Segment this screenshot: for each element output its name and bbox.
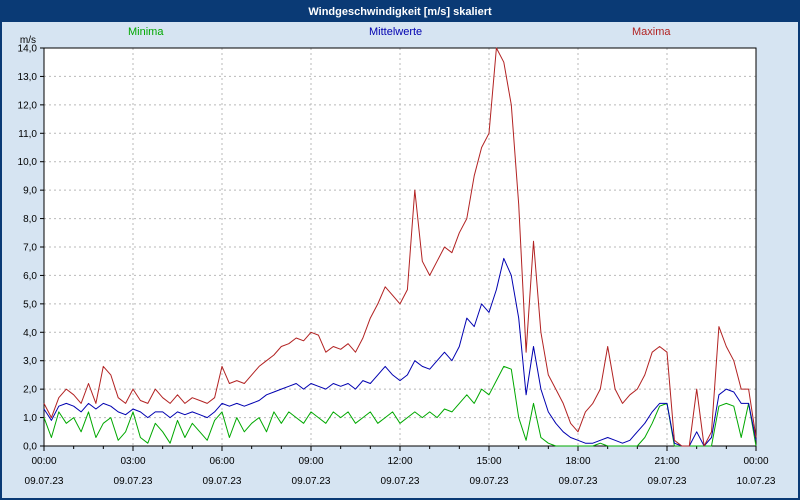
- svg-text:09.07.23: 09.07.23: [559, 476, 598, 487]
- y-axis-unit-label: m/s: [20, 35, 36, 46]
- svg-text:0,0: 0,0: [23, 442, 37, 453]
- svg-text:12,0: 12,0: [18, 100, 38, 111]
- svg-text:09.07.23: 09.07.23: [203, 476, 242, 487]
- svg-text:18:00: 18:00: [565, 456, 590, 467]
- svg-text:03:00: 03:00: [120, 456, 145, 467]
- axis-ticks: [40, 47, 757, 451]
- svg-text:4,0: 4,0: [23, 328, 37, 339]
- legend-item-mittelwerte: Mittelwerte: [369, 26, 423, 38]
- svg-text:09.07.23: 09.07.23: [114, 476, 153, 487]
- svg-text:09.07.23: 09.07.23: [470, 476, 509, 487]
- svg-text:12:00: 12:00: [387, 456, 412, 467]
- svg-text:10.07.23: 10.07.23: [737, 476, 776, 487]
- svg-text:15:00: 15:00: [476, 456, 501, 467]
- legend-item-minima: Minima: [128, 26, 164, 38]
- chart-title: Windgeschwindigkeit [m/s] skaliert: [308, 6, 492, 18]
- svg-text:1,0: 1,0: [23, 413, 37, 424]
- svg-text:00:00: 00:00: [743, 456, 768, 467]
- svg-text:2,0: 2,0: [23, 385, 37, 396]
- svg-text:10,0: 10,0: [18, 157, 38, 168]
- series-line-mittelwerte: [43, 257, 757, 447]
- svg-text:09.07.23: 09.07.23: [648, 476, 687, 487]
- svg-text:14,0: 14,0: [18, 44, 38, 55]
- series-line-maxima: [43, 47, 757, 447]
- svg-text:06:00: 06:00: [209, 456, 234, 467]
- legend-item-maxima: Maxima: [632, 26, 671, 38]
- svg-text:09.07.23: 09.07.23: [381, 476, 420, 487]
- title-bar: Windgeschwindigkeit [m/s] skaliert: [2, 2, 798, 22]
- svg-text:09.07.23: 09.07.23: [292, 476, 331, 487]
- svg-text:13,0: 13,0: [18, 72, 38, 83]
- svg-text:00:00: 00:00: [31, 456, 56, 467]
- x-axis-date-labels: 09.07.23 09.07.23 09.07.23 09.07.23 09.07.23…: [25, 476, 776, 487]
- series-line-minima: [43, 365, 757, 447]
- y-axis-labels: 0,0 1,0 2,0 3,0 4,0 5,0 6,0 7,0 8,0 9,0 10,0 11,0 12…: [18, 44, 38, 453]
- svg-text:21:00: 21:00: [654, 456, 679, 467]
- svg-text:8,0: 8,0: [23, 214, 37, 225]
- chart-legend: Minima Mittelwerte Maxima: [2, 24, 798, 42]
- svg-text:9,0: 9,0: [23, 186, 37, 197]
- svg-text:6,0: 6,0: [23, 271, 37, 282]
- svg-text:3,0: 3,0: [23, 356, 37, 367]
- svg-text:5,0: 5,0: [23, 299, 37, 310]
- svg-text:11,0: 11,0: [18, 129, 37, 140]
- svg-text:09:00: 09:00: [298, 456, 323, 467]
- svg-text:09.07.23: 09.07.23: [25, 476, 64, 487]
- svg-text:7,0: 7,0: [23, 243, 37, 254]
- x-axis-labels: 00:00 03:00 06:00 09:00 12:00 15:00 18:00 21:00…: [31, 456, 768, 467]
